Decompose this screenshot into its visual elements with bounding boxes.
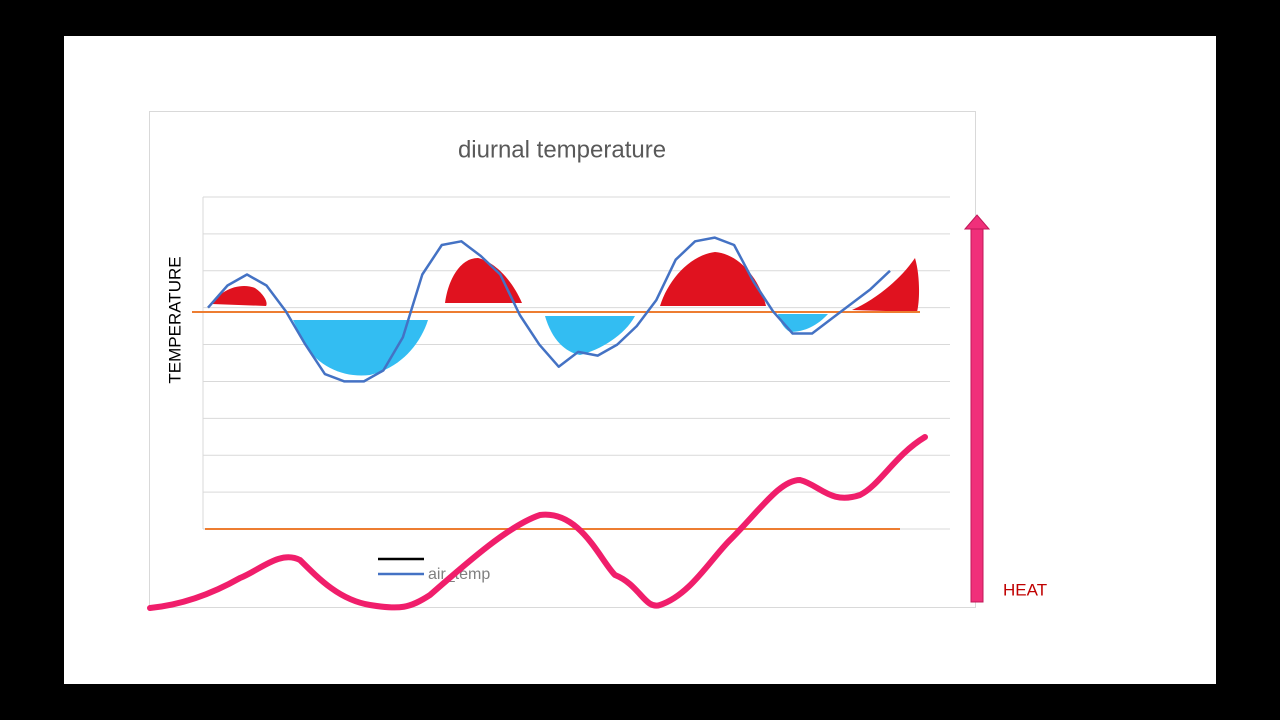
cool-shading <box>293 320 428 376</box>
annotation-label: HEAT <box>1003 580 1047 599</box>
warm-shading <box>852 258 920 312</box>
chart-area <box>149 111 976 608</box>
series-line <box>207 236 891 383</box>
plot <box>207 236 891 383</box>
cool-shading <box>778 314 828 332</box>
cool-shading <box>545 316 635 355</box>
heat-curve <box>147 434 928 611</box>
legend-label: air_temp <box>428 566 490 583</box>
heat-arrow-head <box>963 214 991 230</box>
heat-arrow-shaft <box>970 227 984 603</box>
chart-title: diurnal temperature <box>458 136 666 163</box>
warm-shading <box>212 285 267 306</box>
annotations <box>212 252 920 376</box>
warm-shading <box>660 252 766 306</box>
y-axis-label: TEMPERATURE <box>165 256 184 383</box>
warm-shading <box>445 258 522 303</box>
